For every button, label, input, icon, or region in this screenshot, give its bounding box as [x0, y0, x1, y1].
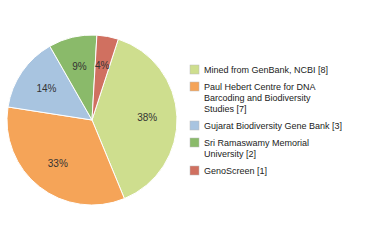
legend-swatch	[190, 82, 199, 91]
legend-swatch	[190, 65, 199, 74]
chart: 38% 33% 14% 9% 4% Mined from GenBank, NCBI [8…	[0, 0, 380, 240]
legend-label-line: University [2]	[204, 149, 256, 159]
data-labels: 38% 33% 14% 9% 4%	[36, 60, 157, 169]
data-label: 33%	[48, 158, 68, 169]
legend-label-line: Barcoding and Biodiversity	[204, 93, 311, 103]
legend-label-line: Sri Ramaswamy Memorial	[204, 138, 309, 148]
slices	[7, 35, 177, 205]
legend-swatch	[190, 138, 199, 147]
legend-label: Gujarat Biodiversity Gene Bank [3]	[204, 121, 342, 131]
legend-label-line: Paul Hebert Centre for DNA	[204, 82, 316, 92]
legend-label-line: Studies [7]	[204, 104, 247, 114]
legend-swatch	[190, 166, 199, 175]
legend-label: GenoScreen [1]	[204, 166, 267, 176]
legend-label-line: Gujarat Biodiversity Gene Bank [3]	[204, 121, 342, 131]
legend-label-line: Mined from GenBank, NCBI [8]	[204, 65, 328, 75]
data-label: 38%	[137, 112, 157, 123]
pie-slice	[7, 107, 124, 205]
legend-swatch	[190, 121, 199, 130]
legend-label-line: GenoScreen [1]	[204, 166, 267, 176]
legend-label: Sri Ramaswamy MemorialUniversity [2]	[204, 138, 309, 159]
legend-label: Paul Hebert Centre for DNABarcoding and …	[204, 82, 316, 114]
legend-label: Mined from GenBank, NCBI [8]	[204, 65, 328, 75]
data-label: 9%	[72, 61, 87, 72]
chart-container: 38% 33% 14% 9% 4% Mined from GenBank, NCBI [8…	[0, 0, 380, 240]
legend: Mined from GenBank, NCBI [8] Paul Hebert …	[190, 65, 342, 176]
pie-slice	[92, 35, 118, 120]
pie-slice	[50, 35, 97, 120]
data-label: 4%	[95, 60, 110, 71]
data-label: 14%	[36, 83, 56, 94]
